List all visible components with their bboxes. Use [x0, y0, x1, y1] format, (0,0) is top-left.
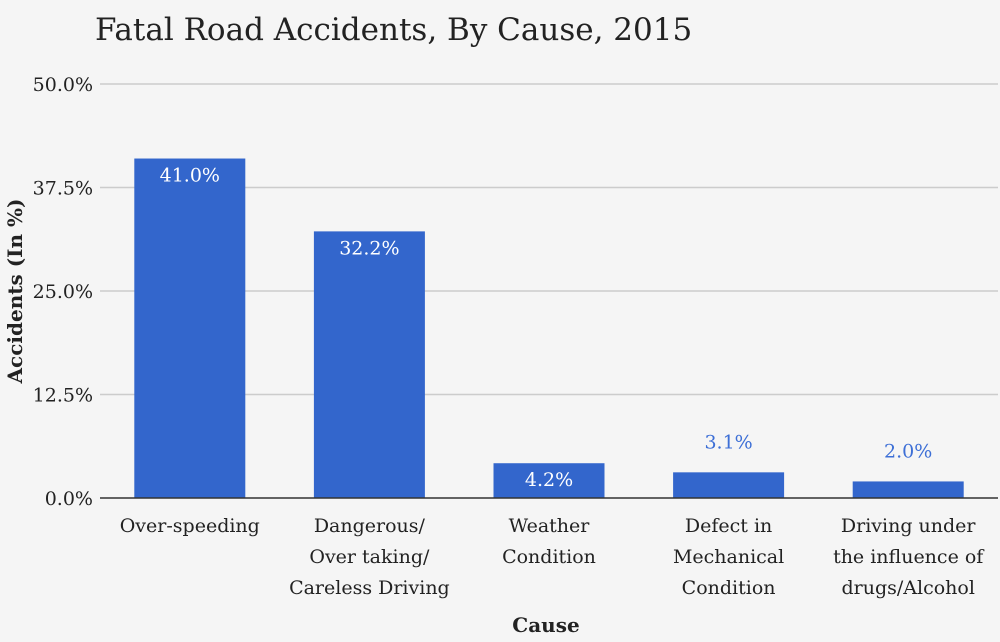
- bar: [134, 158, 246, 498]
- x-tick-label-line: Mechanical: [673, 546, 784, 568]
- bar: [673, 472, 785, 498]
- y-tick-label: 37.5%: [33, 178, 93, 200]
- data-label: 4.2%: [525, 469, 573, 491]
- x-tick-label: Defect in Mechanical Condition: [673, 515, 784, 599]
- y-axis-ticks: 0.0% 12.5% 25.0% 37.5% 50.0%: [33, 74, 93, 510]
- grid-lines: [100, 83, 998, 396]
- data-labels: 41.0% 32.2% 4.2% 3.1% 2.0%: [160, 165, 933, 492]
- x-tick-label-line: Over taking/: [309, 546, 430, 568]
- data-label: 32.2%: [339, 237, 399, 259]
- x-tick-label-line: Weather: [509, 515, 591, 537]
- y-tick-label: 25.0%: [33, 281, 93, 303]
- x-tick-label: Dangerous/Over taking/Careless Driving: [289, 515, 450, 599]
- x-tick-label-line: Careless Driving: [289, 577, 450, 599]
- x-tick-label-line: Condition: [502, 546, 596, 568]
- x-tick-label: Weather Condition: [502, 515, 596, 568]
- bars: [134, 158, 964, 498]
- y-tick-label: 50.0%: [33, 74, 93, 96]
- x-tick-label-line: Dangerous/: [314, 515, 426, 537]
- x-axis-ticks: Over-speeding Dangerous/Over taking/Carel…: [120, 515, 986, 599]
- x-tick-label-line: the influence of: [833, 546, 985, 568]
- bar: [852, 481, 964, 498]
- x-tick-label-line: Driving under: [841, 515, 977, 537]
- data-label: 2.0%: [884, 440, 932, 462]
- y-axis-title: Accidents (In %): [3, 199, 27, 385]
- bar: [313, 231, 425, 498]
- x-tick-label: Over-speeding: [120, 515, 260, 537]
- data-label: 41.0%: [160, 165, 220, 187]
- bar: [493, 463, 605, 498]
- x-tick-label-line: drugs/Alcohol: [841, 577, 974, 599]
- x-tick-label-line: Defect in: [685, 515, 772, 537]
- x-tick-label: Driving under the influence of drugs/Alcoh…: [833, 515, 985, 599]
- y-tick-label: 12.5%: [33, 385, 93, 407]
- data-label: 3.1%: [704, 431, 752, 453]
- x-tick-label-line: Condition: [682, 577, 776, 599]
- x-tick-label-line: Over-speeding: [120, 515, 260, 537]
- y-tick-label: 0.0%: [45, 488, 93, 510]
- chart-title: Fatal Road Accidents, By Cause, 2015: [95, 12, 692, 48]
- x-axis-title: Cause: [512, 613, 579, 637]
